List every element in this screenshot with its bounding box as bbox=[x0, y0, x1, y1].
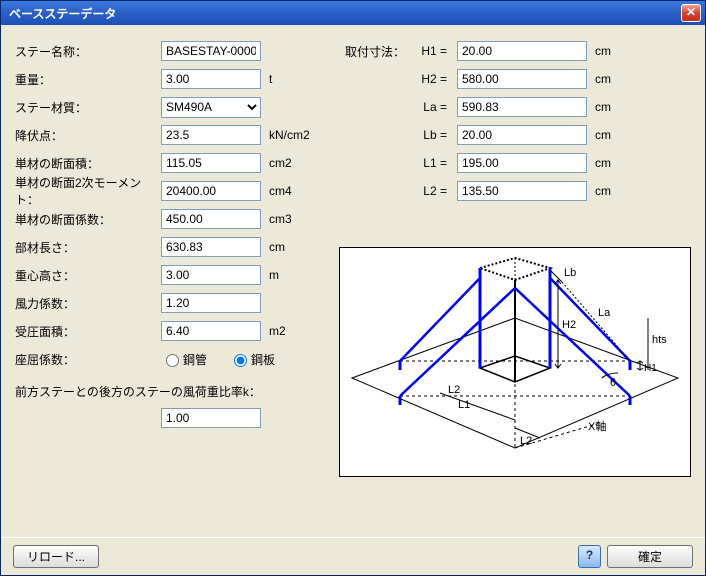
lb-unit: cm bbox=[595, 128, 639, 142]
la-input[interactable] bbox=[457, 97, 587, 117]
h1-input[interactable] bbox=[457, 41, 587, 61]
yield-unit: kN/cm2 bbox=[269, 128, 313, 142]
ratio-label: 前方ステーとの後方のステーの風荷重比率k： bbox=[15, 383, 325, 400]
l2-unit: cm bbox=[595, 184, 639, 198]
titlebar: ベースステーデータ ✕ bbox=[1, 1, 705, 25]
weight-unit: t bbox=[269, 72, 313, 86]
left-column: ステー名称： 重量： t ステー材質： SM490A 降伏点： bbox=[15, 37, 325, 432]
reload-button[interactable]: リロード... bbox=[13, 545, 99, 568]
area-unit: cm2 bbox=[269, 156, 313, 170]
svg-text:L1: L1 bbox=[458, 399, 470, 411]
help-icon[interactable]: ? bbox=[578, 545, 601, 568]
cg-height-input[interactable] bbox=[161, 265, 261, 285]
moment-unit: cm4 bbox=[269, 184, 313, 198]
modulus-label: 単材の断面係数： bbox=[15, 211, 157, 228]
stay-name-input[interactable] bbox=[161, 41, 261, 61]
content-area: ステー名称： 重量： t ステー材質： SM490A 降伏点： bbox=[1, 25, 705, 537]
ratio-input[interactable] bbox=[161, 408, 261, 428]
la-unit: cm bbox=[595, 100, 639, 114]
geometry-diagram: H2 hts H1 Lb La θ L2 L1 bbox=[339, 247, 691, 477]
press-area-input[interactable] bbox=[161, 321, 261, 341]
svg-text:La: La bbox=[598, 307, 611, 319]
svg-text:hts: hts bbox=[652, 334, 667, 346]
weight-input[interactable] bbox=[161, 69, 261, 89]
svg-text:L2: L2 bbox=[520, 435, 532, 447]
dim-header: 取付寸法： bbox=[345, 43, 415, 60]
svg-text:L2: L2 bbox=[448, 384, 460, 396]
ok-button[interactable]: 確定 bbox=[607, 545, 693, 568]
svg-text:H1: H1 bbox=[644, 363, 657, 374]
yield-label: 降伏点： bbox=[15, 127, 157, 144]
buckling-label: 座屈係数： bbox=[15, 351, 157, 368]
h1-unit: cm bbox=[595, 44, 639, 58]
buckling-opt2-label: 鋼板 bbox=[251, 351, 275, 368]
moment-label: 単材の断面2次モーメント： bbox=[15, 174, 157, 208]
buckling-radio-2[interactable] bbox=[234, 354, 247, 367]
footer: リロード... ? 確定 bbox=[1, 537, 705, 575]
modulus-input[interactable] bbox=[161, 209, 261, 229]
buckling-opt1-label: 鋼管 bbox=[183, 351, 207, 368]
la-label: La = bbox=[419, 100, 453, 114]
close-icon[interactable]: ✕ bbox=[681, 4, 701, 22]
svg-text:H2: H2 bbox=[562, 319, 576, 331]
dialog-window: ベースステーデータ ✕ ステー名称： 重量： t ステー材質： SM490 bbox=[0, 0, 706, 576]
l1-label: L1 = bbox=[419, 156, 453, 170]
modulus-unit: cm3 bbox=[269, 212, 313, 226]
cg-height-label: 重心高さ： bbox=[15, 267, 157, 284]
svg-text:θ: θ bbox=[610, 377, 616, 389]
h2-unit: cm bbox=[595, 72, 639, 86]
h2-input[interactable] bbox=[457, 69, 587, 89]
area-input[interactable] bbox=[161, 153, 261, 173]
l1-input[interactable] bbox=[457, 153, 587, 173]
buckling-opt1[interactable]: 鋼管 bbox=[161, 351, 207, 368]
buckling-radio-1[interactable] bbox=[166, 354, 179, 367]
h1-label: H1 = bbox=[419, 44, 453, 58]
l2-label: L2 = bbox=[419, 184, 453, 198]
member-len-input[interactable] bbox=[161, 237, 261, 257]
area-label: 単材の断面積： bbox=[15, 155, 157, 172]
stay-name-label: ステー名称： bbox=[15, 43, 157, 60]
l1-unit: cm bbox=[595, 156, 639, 170]
lb-label: Lb = bbox=[419, 128, 453, 142]
press-area-label: 受圧面積： bbox=[15, 323, 157, 340]
weight-label: 重量： bbox=[15, 71, 157, 88]
press-area-unit: m2 bbox=[269, 324, 313, 338]
window-title: ベースステーデータ bbox=[9, 5, 681, 22]
material-label: ステー材質： bbox=[15, 99, 157, 116]
member-len-label: 部材長さ： bbox=[15, 239, 157, 256]
lb-input[interactable] bbox=[457, 125, 587, 145]
svg-text:X軸: X軸 bbox=[588, 419, 606, 433]
member-len-unit: cm bbox=[269, 240, 313, 254]
l2-input[interactable] bbox=[457, 181, 587, 201]
wind-coef-input[interactable] bbox=[161, 293, 261, 313]
wind-coef-label: 風力係数： bbox=[15, 295, 157, 312]
yield-input[interactable] bbox=[161, 125, 261, 145]
h2-label: H2 = bbox=[419, 72, 453, 86]
moment-input[interactable] bbox=[161, 181, 261, 201]
buckling-opt2[interactable]: 鋼板 bbox=[229, 351, 275, 368]
svg-text:Lb: Lb bbox=[564, 267, 576, 279]
material-select[interactable]: SM490A bbox=[161, 97, 261, 118]
cg-height-unit: m bbox=[269, 268, 313, 282]
